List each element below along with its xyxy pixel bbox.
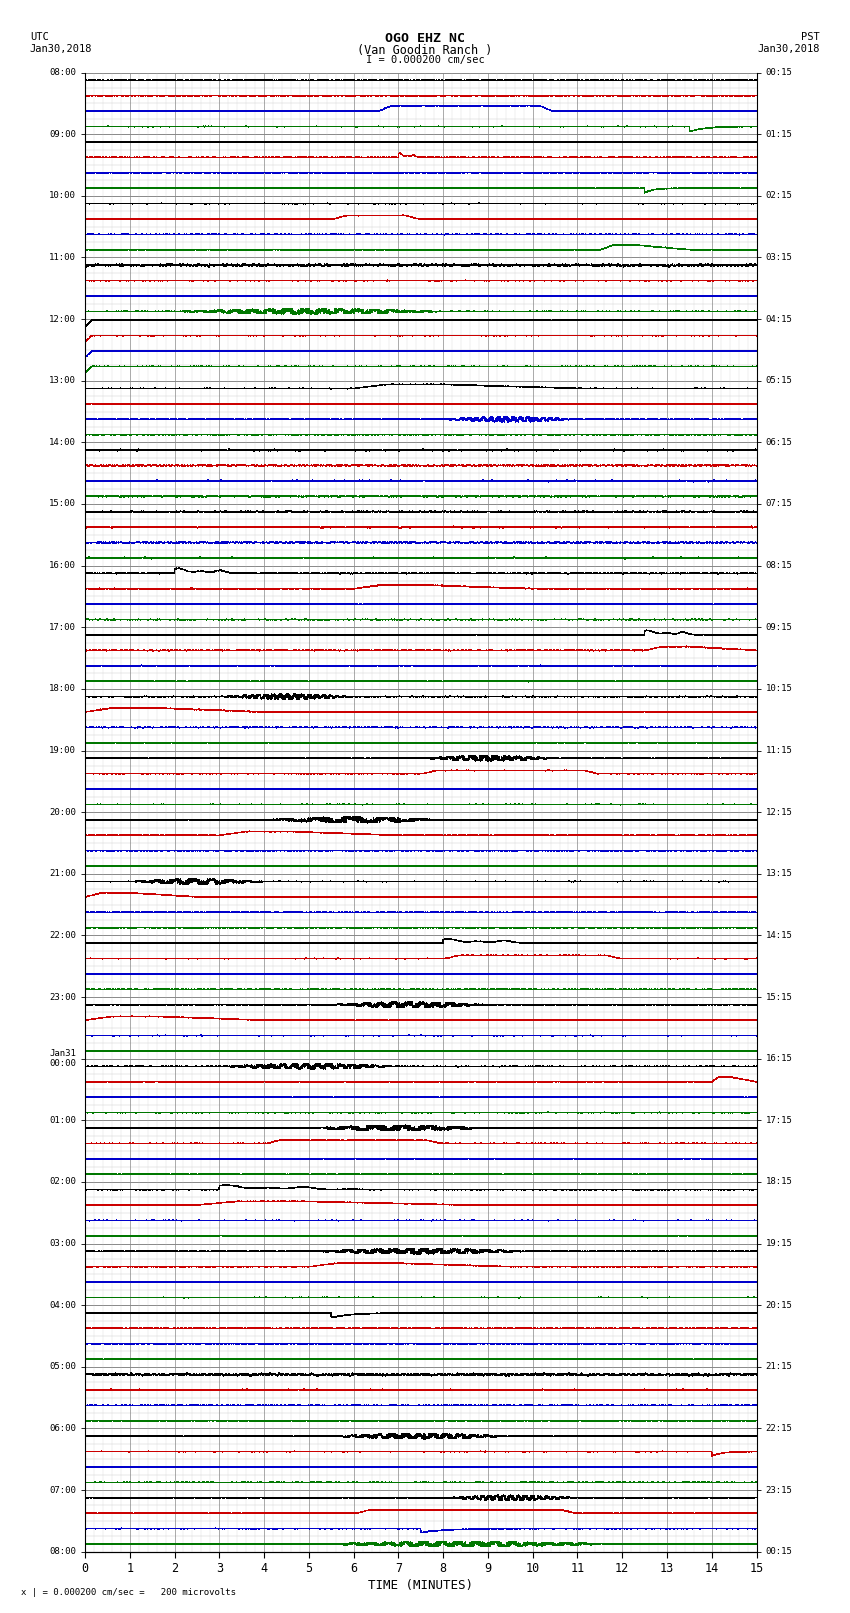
- Text: PST: PST: [802, 32, 820, 42]
- Text: OGO EHZ NC: OGO EHZ NC: [385, 32, 465, 45]
- Text: I = 0.000200 cm/sec: I = 0.000200 cm/sec: [366, 55, 484, 65]
- Text: (Van Goodin Ranch ): (Van Goodin Ranch ): [357, 44, 493, 56]
- Text: Jan30,2018: Jan30,2018: [30, 44, 93, 53]
- Text: Jan30,2018: Jan30,2018: [757, 44, 820, 53]
- Text: x | = 0.000200 cm/sec =   200 microvolts: x | = 0.000200 cm/sec = 200 microvolts: [21, 1587, 236, 1597]
- X-axis label: TIME (MINUTES): TIME (MINUTES): [368, 1579, 473, 1592]
- Text: UTC: UTC: [30, 32, 48, 42]
